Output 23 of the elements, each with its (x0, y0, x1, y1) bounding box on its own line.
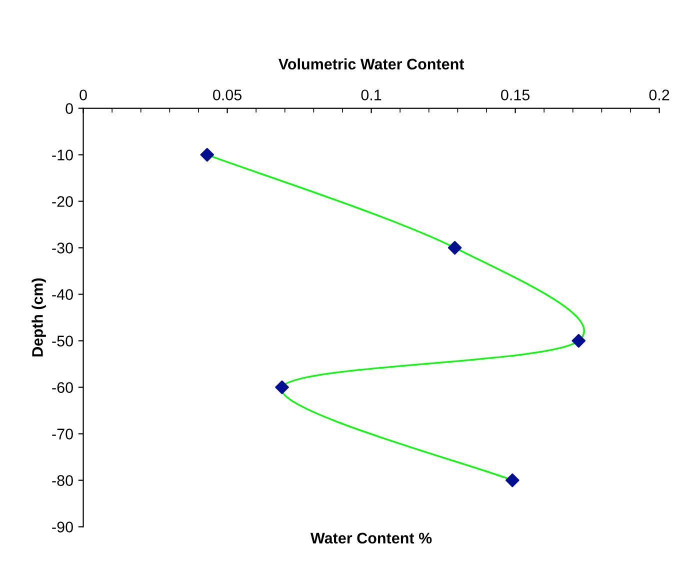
x-tick-label: 0.05 (213, 90, 242, 100)
y-tick-label: -70 (52, 428, 73, 440)
chart-title: Volumetric Water Content (278, 58, 464, 70)
y-tick-label: -80 (52, 475, 73, 486)
x-tick-label: 0.15 (501, 90, 530, 100)
point (200, 148, 214, 162)
point (572, 334, 586, 348)
x-axis-title: Water Content % (310, 532, 432, 544)
y-tick-label: -40 (52, 289, 73, 300)
y-tick-label: -60 (52, 382, 73, 393)
x-tick-label: 0 (80, 90, 87, 100)
x-tick-label: 0.2 (649, 90, 670, 100)
x-tick-label: 0.1 (361, 90, 382, 100)
y-tick-label: 0 (66, 103, 73, 114)
y-tick-label: -30 (52, 242, 73, 254)
point (506, 473, 520, 488)
y-tick-label: -90 (52, 522, 73, 532)
y-axis-title: Depth (cm) (32, 278, 46, 356)
y-tick-label: -10 (52, 150, 73, 160)
point (275, 380, 289, 394)
y-tick-label: -50 (52, 336, 73, 346)
y-tick-label: -20 (52, 196, 73, 207)
point (448, 240, 462, 255)
